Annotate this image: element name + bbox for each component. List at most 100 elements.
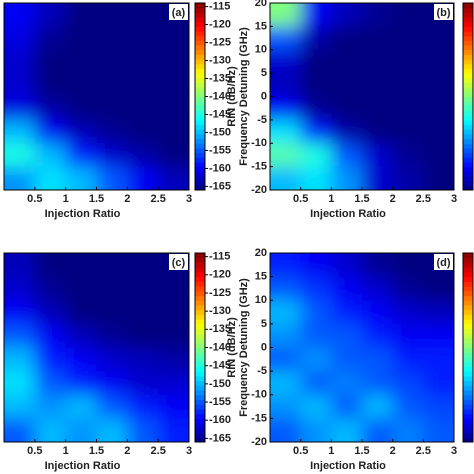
heat-cell — [362, 300, 394, 325]
heat-cell — [127, 166, 160, 190]
heat-cell — [362, 119, 394, 145]
colorbar-tick-label: -155 — [209, 396, 231, 408]
y-tick-label: -10 — [251, 389, 267, 401]
heat-cell — [331, 276, 363, 302]
heat-cell — [331, 143, 363, 168]
heat-cell — [4, 143, 36, 168]
heat-cell — [158, 371, 189, 396]
x-axis-label: Injection Ratio — [45, 460, 121, 472]
panel-label: (b) — [436, 7, 450, 19]
colorbar-tick-label: -165 — [209, 432, 231, 444]
panel-label: (d) — [436, 257, 450, 269]
heat-cell — [4, 119, 36, 145]
heat-cell — [300, 276, 333, 302]
heat-cell — [392, 347, 425, 373]
heat-cell — [158, 394, 189, 420]
colorbar — [462, 2, 474, 191]
colorbar-tick-label: -155 — [209, 144, 231, 156]
heat-cell — [96, 73, 129, 98]
heat-cell — [270, 371, 302, 396]
heat-cell — [4, 3, 36, 28]
heat-cell — [34, 96, 67, 121]
heat-cell — [362, 26, 394, 51]
colorbar-tick-label: -125 — [209, 36, 231, 48]
heat-cell — [270, 347, 302, 373]
heat-cell — [127, 394, 160, 420]
heat-cell — [331, 300, 363, 325]
heat-cell — [270, 49, 302, 75]
heat-cell — [423, 276, 454, 302]
x-tick-label: 0.5 — [293, 193, 308, 205]
heat-cell — [65, 300, 98, 325]
heat-cell — [362, 253, 394, 278]
heat-cell — [96, 119, 129, 145]
heat-cell — [158, 49, 189, 75]
heat-cell — [4, 166, 36, 190]
heat-cell — [65, 276, 98, 302]
heat-cell — [362, 371, 394, 396]
heat-cell — [423, 166, 454, 190]
x-tick-label: 1.5 — [354, 445, 369, 457]
heat-cell — [270, 323, 302, 349]
heat-cell — [65, 394, 98, 420]
heat-cell — [34, 394, 67, 420]
heat-cell — [392, 300, 425, 325]
heat-cell — [96, 96, 129, 121]
heat-cell — [4, 49, 36, 75]
heat-cell — [392, 26, 425, 51]
heat-cell — [300, 323, 333, 349]
colorbar-tick-label: -125 — [209, 287, 231, 299]
panel-label-box — [169, 254, 188, 270]
heat-cell — [270, 73, 302, 98]
y-axis-label: Frequency Detuning (GHz) — [238, 27, 250, 166]
heat-cell — [34, 253, 67, 278]
heat-cell — [270, 143, 302, 168]
heat-cell — [270, 26, 302, 51]
heat-cell — [392, 394, 425, 420]
heat-cell — [331, 371, 363, 396]
heat-cell — [300, 394, 333, 420]
x-tick-label: 3 — [451, 193, 457, 205]
heat-cell — [96, 300, 129, 325]
heat-cell — [392, 371, 425, 396]
heat-cell — [34, 347, 67, 373]
heat-cell — [127, 253, 160, 278]
heat-cell — [96, 418, 129, 442]
x-tick-label: 2.5 — [416, 445, 431, 457]
x-tick-label: 1.5 — [89, 445, 104, 457]
heat-cell — [65, 119, 98, 145]
heat-cell — [4, 26, 36, 51]
y-tick-label: -20 — [251, 436, 267, 448]
heat-cell — [362, 3, 394, 28]
heat-cell — [4, 73, 36, 98]
heat-cell — [362, 49, 394, 75]
heat-cell — [270, 119, 302, 145]
heat-cell — [127, 49, 160, 75]
heat-cell — [331, 119, 363, 145]
heat-cell — [392, 143, 425, 168]
colorbar-tick-label: -140 — [209, 341, 231, 353]
x-axis-label: Injection Ratio — [310, 460, 386, 472]
heat-cell — [65, 253, 98, 278]
heat-cell — [423, 96, 454, 121]
heat-cell — [127, 96, 160, 121]
colorbar-tick-label: -160 — [209, 414, 231, 426]
heat-cell — [96, 394, 129, 420]
field — [4, 3, 189, 190]
colorbar-tick-label: -130 — [209, 54, 231, 66]
heat-cell — [65, 347, 98, 373]
heat-cell — [423, 418, 454, 442]
heat-cell — [4, 276, 36, 302]
plot-area — [4, 3, 189, 190]
heat-cell — [34, 119, 67, 145]
heat-cell — [423, 323, 454, 349]
heat-cell — [127, 371, 160, 396]
heat-cell — [270, 166, 302, 190]
colorbar-tick-label: -135 — [209, 323, 231, 335]
heat-cell — [4, 96, 36, 121]
heat-cell — [362, 394, 394, 420]
heat-cell — [127, 119, 160, 145]
colorbar-tick-label: -150 — [209, 126, 231, 138]
y-tick-label: 15 — [255, 271, 267, 283]
heat-cell — [423, 119, 454, 145]
